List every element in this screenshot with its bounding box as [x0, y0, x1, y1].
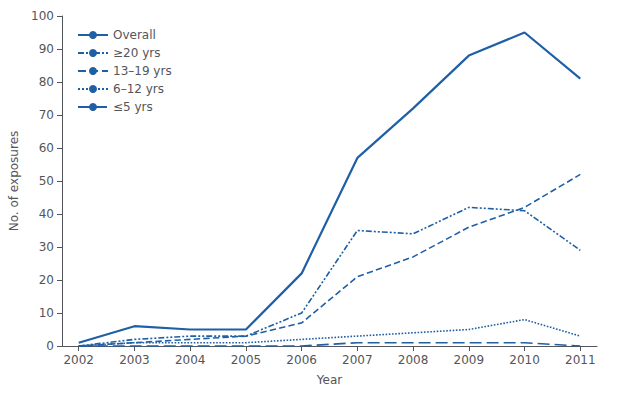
svg-text:10: 10: [39, 306, 54, 320]
svg-text:30: 30: [39, 240, 54, 254]
svg-text:50: 50: [39, 174, 54, 188]
svg-text:2010: 2010: [509, 353, 540, 367]
svg-text:2009: 2009: [454, 353, 485, 367]
svg-text:2005: 2005: [231, 353, 262, 367]
svg-text:2011: 2011: [565, 353, 596, 367]
svg-text:2008: 2008: [398, 353, 429, 367]
svg-text:100: 100: [31, 9, 54, 23]
svg-text:0: 0: [46, 339, 54, 353]
svg-text:≤5 yrs: ≤5 yrs: [113, 100, 153, 114]
svg-text:6–12 yrs: 6–12 yrs: [113, 82, 164, 96]
svg-text:Overall: Overall: [113, 28, 156, 42]
svg-text:2003: 2003: [119, 353, 150, 367]
svg-text:70: 70: [39, 108, 54, 122]
svg-text:2004: 2004: [175, 353, 206, 367]
svg-text:No. of exposures: No. of exposures: [7, 131, 21, 232]
svg-text:2002: 2002: [63, 353, 94, 367]
svg-text:2007: 2007: [342, 353, 373, 367]
svg-text:60: 60: [39, 141, 54, 155]
svg-text:80: 80: [39, 75, 54, 89]
svg-text:90: 90: [39, 42, 54, 56]
svg-text:Year: Year: [316, 373, 342, 387]
svg-text:40: 40: [39, 207, 54, 221]
svg-text:20: 20: [39, 273, 54, 287]
svg-text:2006: 2006: [286, 353, 317, 367]
svg-text:≥20 yrs: ≥20 yrs: [113, 46, 160, 60]
svg-text:13–19 yrs: 13–19 yrs: [113, 64, 172, 78]
